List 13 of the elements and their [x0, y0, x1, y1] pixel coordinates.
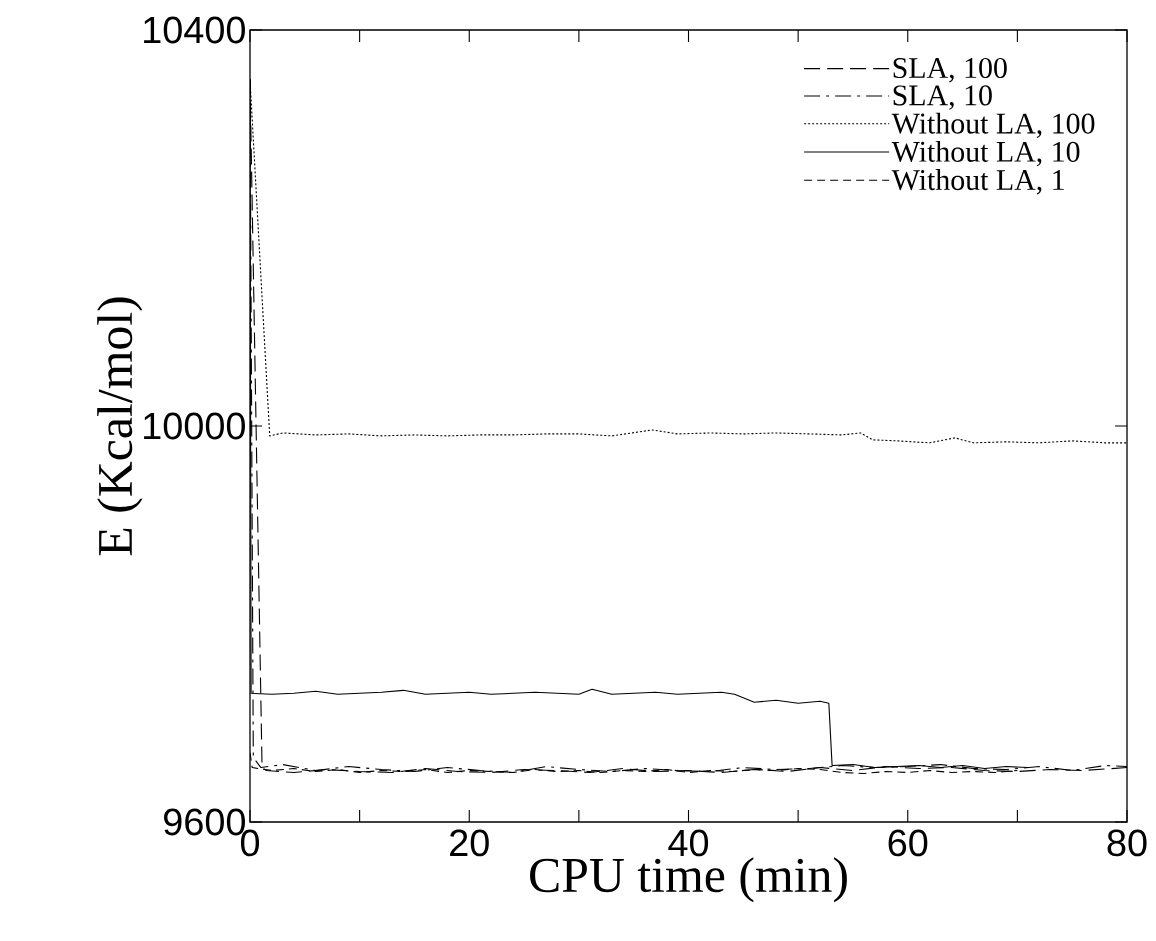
y-tick-label: 10400 [144, 16, 245, 44]
x-tick-label: 60 [888, 829, 928, 857]
legend-label: Without LA, 10 [891, 140, 1080, 167]
x-tick-label: 40 [668, 829, 709, 857]
legend-label: Without LA, 1 [891, 169, 1064, 195]
legend-label: Without LA, 100 [891, 112, 1095, 138]
x-tick-label: 80 [1107, 829, 1147, 857]
y-tick-label: 10000 [144, 412, 245, 440]
legend-label: SLA, 100 [893, 57, 1007, 83]
x-axis-title: CPU time (min) [530, 857, 847, 903]
legend-label: SLA, 10 [893, 85, 992, 110]
y-axis-title: E (Kcal/mol) [97, 297, 143, 556]
x-tick-label: 20 [450, 829, 489, 857]
